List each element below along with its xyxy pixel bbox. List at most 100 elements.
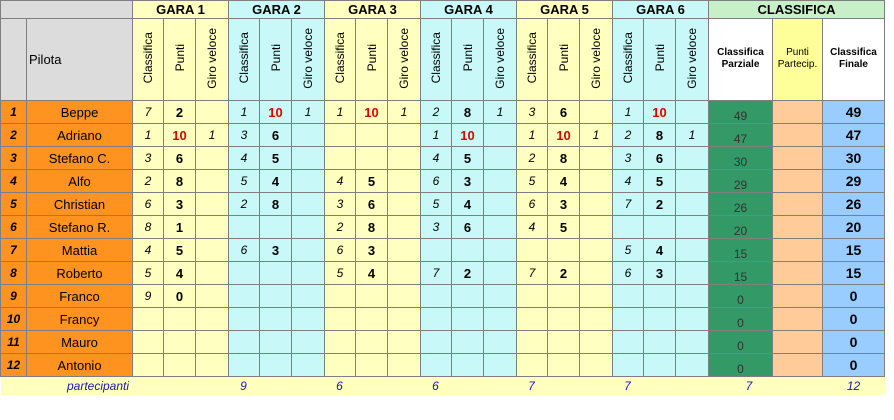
sub-header-6-giro-veloce: Giro veloce — [675, 18, 709, 101]
race-position: 3 — [132, 146, 164, 170]
sub-header-label: Punti — [460, 44, 475, 72]
fastest-lap: 1 — [579, 123, 613, 147]
fastest-lap — [675, 169, 709, 193]
participation-points — [772, 146, 823, 170]
fastest-lap — [483, 284, 517, 308]
fastest-lap — [675, 238, 709, 262]
classifica-finale-header-line: Finale — [839, 59, 868, 70]
pilot-name: Stefano C. — [26, 146, 133, 170]
race-points: 3 — [547, 192, 580, 216]
race-position: 6 — [228, 238, 260, 262]
race-position: 1 — [324, 100, 356, 124]
participation-points — [772, 169, 823, 193]
fastest-lap — [675, 261, 709, 285]
race-points: 3 — [643, 261, 676, 285]
race-points: 8 — [163, 169, 196, 193]
fastest-lap — [387, 123, 421, 147]
pilot-name: Stefano R. — [26, 215, 133, 239]
fastest-lap — [195, 238, 229, 262]
final-score: 0 — [822, 284, 885, 308]
sub-header-4-classifica: Classifica — [420, 18, 452, 101]
race-points: 8 — [259, 192, 292, 216]
fastest-lap — [387, 330, 421, 354]
race-position — [228, 261, 260, 285]
race-points — [451, 284, 484, 308]
partial-score: 0 — [708, 307, 773, 331]
partial-score: 47 — [708, 123, 773, 147]
race-position — [516, 307, 548, 331]
race-position — [228, 330, 260, 354]
race-points: 6 — [259, 123, 292, 147]
race-points — [547, 307, 580, 331]
race-points: 10 — [163, 123, 196, 147]
gara-header-4: GARA 4 — [420, 0, 517, 19]
race-points: 8 — [451, 100, 484, 124]
race-points — [259, 307, 292, 331]
race-points: 4 — [259, 169, 292, 193]
race-position — [516, 284, 548, 308]
participants-label: partecipanti — [0, 376, 196, 395]
race-position — [132, 353, 164, 377]
race-points: 5 — [355, 169, 388, 193]
race-position — [324, 353, 356, 377]
final-score: 15 — [822, 238, 885, 262]
classifica-finale-header: Classifica Finale — [822, 18, 885, 101]
race-position: 3 — [516, 100, 548, 124]
fastest-lap — [291, 353, 325, 377]
race-position — [324, 146, 356, 170]
race-points: 0 — [163, 284, 196, 308]
race-position: 3 — [324, 192, 356, 216]
race-position — [324, 123, 356, 147]
sub-header-label: Classifica — [141, 32, 155, 84]
race-position: 5 — [420, 192, 452, 216]
fastest-lap — [483, 215, 517, 239]
participation-points — [772, 123, 823, 147]
sub-header-label: Giro veloce — [301, 27, 315, 89]
sub-header-label: Classifica — [429, 32, 443, 84]
pilot-name: Francy — [26, 307, 133, 331]
race-position: 6 — [612, 261, 644, 285]
sub-header-label: Giro veloce — [493, 27, 507, 89]
sub-header-label: Giro veloce — [397, 27, 411, 89]
fastest-lap — [579, 100, 613, 124]
race-points — [643, 330, 676, 354]
participants-count-gara-2: 6 — [291, 376, 388, 395]
sub-header-label: Classifica — [333, 32, 347, 84]
classifica-parziale-header: Classifica Parziale — [708, 18, 773, 101]
fastest-lap — [579, 261, 613, 285]
table-row: 5 Christian 6 3 2 8 3 6 5 4 6 3 7 2 26 26 — [0, 192, 885, 216]
fastest-lap — [387, 146, 421, 170]
race-points: 10 — [451, 123, 484, 147]
race-position: 8 — [132, 215, 164, 239]
participants-total: 12 — [822, 376, 885, 395]
fastest-lap — [579, 330, 613, 354]
race-standings-table: GARA 1 GARA 2 GARA 3 GARA 4 GARA 5 GARA 6 CLAS… — [0, 0, 885, 395]
fastest-lap — [579, 215, 613, 239]
fastest-lap — [195, 284, 229, 308]
sub-header-3-giro-veloce: Giro veloce — [387, 18, 421, 101]
sub-header-6-punti: Punti — [643, 18, 676, 101]
final-score: 0 — [822, 307, 885, 331]
race-points: 8 — [643, 123, 676, 147]
fastest-lap — [579, 238, 613, 262]
fastest-lap — [195, 330, 229, 354]
race-position: 1 — [132, 123, 164, 147]
race-position: 5 — [132, 261, 164, 285]
race-points: 2 — [547, 261, 580, 285]
race-points: 6 — [451, 215, 484, 239]
fastest-lap — [579, 169, 613, 193]
sub-header-label: Punti — [172, 44, 187, 72]
race-position — [324, 330, 356, 354]
fastest-lap — [195, 307, 229, 331]
final-score: 29 — [822, 169, 885, 193]
race-points: 5 — [451, 146, 484, 170]
race-position — [324, 284, 356, 308]
fastest-lap — [387, 192, 421, 216]
race-position — [132, 307, 164, 331]
race-position — [612, 215, 644, 239]
fastest-lap — [675, 215, 709, 239]
race-position: 2 — [516, 146, 548, 170]
sub-header-label: Classifica — [237, 32, 251, 84]
row-number: 1 — [0, 100, 27, 124]
race-points — [259, 330, 292, 354]
